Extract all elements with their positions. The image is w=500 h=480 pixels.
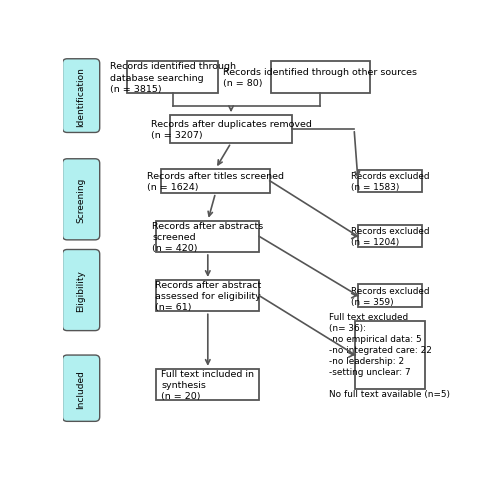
Text: Records identified through
database searching
(n = 3815): Records identified through database sear…	[110, 62, 236, 94]
Text: Screening: Screening	[76, 177, 86, 223]
FancyBboxPatch shape	[358, 226, 422, 248]
Text: Records after abstract
assessed for eligibility
(n= 61): Records after abstract assessed for elig…	[154, 280, 261, 312]
FancyBboxPatch shape	[128, 62, 218, 94]
Text: Full text excluded
(n= 36):
-no empirical data: 5
-no integrated care: 22
-no le: Full text excluded (n= 36): -no empirica…	[330, 312, 450, 398]
FancyBboxPatch shape	[358, 170, 422, 192]
FancyBboxPatch shape	[62, 60, 100, 133]
FancyBboxPatch shape	[271, 62, 370, 94]
Text: Records excluded
(n = 359): Records excluded (n = 359)	[350, 286, 429, 306]
FancyBboxPatch shape	[156, 280, 259, 312]
Text: Records excluded
(n = 1583): Records excluded (n = 1583)	[350, 171, 429, 192]
FancyBboxPatch shape	[170, 116, 292, 144]
Text: Records identified through other sources
(n = 80): Records identified through other sources…	[223, 68, 417, 88]
FancyBboxPatch shape	[156, 369, 259, 400]
FancyBboxPatch shape	[358, 285, 422, 307]
Text: Included: Included	[76, 369, 86, 408]
Text: Eligibility: Eligibility	[76, 270, 86, 312]
FancyBboxPatch shape	[62, 355, 100, 421]
Text: Records excluded
(n = 1204): Records excluded (n = 1204)	[350, 227, 429, 247]
Text: Records after abstracts
screened
(n = 420): Records after abstracts screened (n = 42…	[152, 221, 264, 252]
FancyBboxPatch shape	[156, 221, 259, 252]
FancyBboxPatch shape	[355, 321, 425, 389]
Text: Records after duplicates removed
(n = 3207): Records after duplicates removed (n = 32…	[150, 120, 312, 140]
FancyBboxPatch shape	[62, 159, 100, 240]
Text: Full text included in
synthesis
(n = 20): Full text included in synthesis (n = 20)	[162, 369, 254, 400]
Text: Records after titles screened
(n = 1624): Records after titles screened (n = 1624)	[147, 171, 284, 192]
FancyBboxPatch shape	[62, 250, 100, 331]
Text: Identification: Identification	[76, 67, 86, 126]
FancyBboxPatch shape	[162, 169, 270, 193]
